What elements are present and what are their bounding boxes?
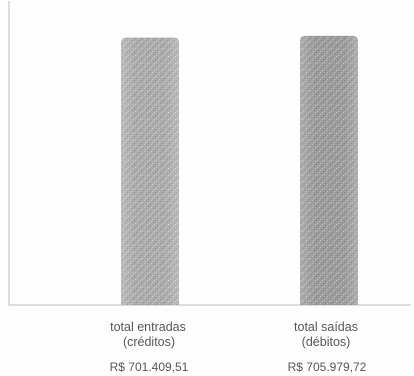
category-label-line1: total saídas (294, 320, 358, 334)
value-label: R$ 705.979,72 (288, 360, 367, 374)
bar-sheen (300, 35, 358, 306)
bar-sheen (121, 37, 179, 306)
category-label-line2: (créditos) (123, 335, 175, 349)
category-label-line1: total entradas (110, 320, 186, 334)
category-label-line2: (débitos) (302, 335, 351, 349)
value-label: R$ 701.409,51 (110, 360, 189, 374)
